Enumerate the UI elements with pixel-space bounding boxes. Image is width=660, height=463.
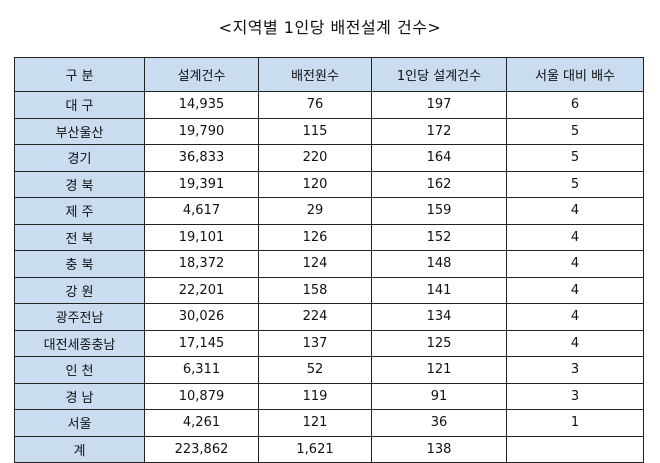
cell-region: 경기 [14,144,145,172]
cell-per-person: 91 [371,382,507,410]
cell-per-person: 197 [371,91,507,119]
cell-design-count: 6,311 [144,356,259,384]
table-title: <지역별 1인당 배전설계 건수> [218,18,442,37]
cell-staff-count: 1,621 [258,435,372,463]
cell-seoul-ratio: 4 [506,303,644,331]
header-region: 구 분 [14,57,145,92]
table-row: 강 원 22,201 158 141 4 [14,276,644,304]
cell-design-count: 4,617 [144,197,259,225]
cell-per-person: 121 [371,356,507,384]
header-staff-count: 배전원수 [258,57,372,92]
table-row: 계 223,862 1,621 138 [14,435,644,463]
table-row: 대전세종충남 17,145 137 125 4 [14,329,644,357]
cell-seoul-ratio: 1 [506,409,644,437]
cell-staff-count: 224 [258,303,372,331]
cell-seoul-ratio: 3 [506,382,644,410]
table-row: 광주전남 30,026 224 134 4 [14,303,644,331]
cell-design-count: 36,833 [144,144,259,172]
cell-staff-count: 124 [258,250,372,278]
cell-staff-count: 52 [258,356,372,384]
cell-per-person: 36 [371,409,507,437]
cell-staff-count: 120 [258,170,372,198]
cell-region: 부산울산 [14,117,145,145]
header-row: 구 분 설계건수 배전원수 1인당 설계건수 서울 대비 배수 [14,57,644,92]
table-row: 인 천 6,311 52 121 3 [14,356,644,384]
cell-seoul-ratio: 4 [506,250,644,278]
cell-staff-count: 29 [258,197,372,225]
table-row: 부산울산 19,790 115 172 5 [14,117,644,145]
cell-seoul-ratio: 4 [506,223,644,251]
table-row: 대 구 14,935 76 197 6 [14,91,644,119]
cell-seoul-ratio: 6 [506,91,644,119]
cell-staff-count: 76 [258,91,372,119]
cell-design-count: 4,261 [144,409,259,437]
cell-per-person: 152 [371,223,507,251]
cell-region: 강 원 [14,276,145,304]
cell-staff-count: 115 [258,117,372,145]
cell-region: 서울 [14,409,145,437]
table-row: 경 남 10,879 119 91 3 [14,382,644,410]
cell-per-person: 134 [371,303,507,331]
cell-seoul-ratio: 4 [506,276,644,304]
cell-design-count: 17,145 [144,329,259,357]
table-row: 전 북 19,101 126 152 4 [14,223,644,251]
table-row: 서울 4,261 121 36 1 [14,409,644,437]
design-count-table: 구 분 설계건수 배전원수 1인당 설계건수 서울 대비 배수 대 구 14,93… [14,57,644,463]
cell-region: 대전세종충남 [14,329,145,357]
cell-design-count: 19,391 [144,170,259,198]
cell-seoul-ratio [506,435,644,463]
cell-design-count: 19,101 [144,223,259,251]
cell-region: 대 구 [14,91,145,119]
cell-seoul-ratio: 4 [506,197,644,225]
cell-region: 충 북 [14,250,145,278]
table-row: 경기 36,833 220 164 5 [14,144,644,172]
cell-seoul-ratio: 3 [506,356,644,384]
cell-design-count: 14,935 [144,91,259,119]
cell-per-person: 159 [371,197,507,225]
cell-per-person: 125 [371,329,507,357]
cell-region: 계 [14,435,145,463]
cell-region: 경 남 [14,382,145,410]
table-header: 구 분 설계건수 배전원수 1인당 설계건수 서울 대비 배수 [14,57,644,92]
cell-seoul-ratio: 5 [506,144,644,172]
table-row: 제 주 4,617 29 159 4 [14,197,644,225]
cell-staff-count: 158 [258,276,372,304]
cell-staff-count: 137 [258,329,372,357]
cell-per-person: 164 [371,144,507,172]
table-row: 경 북 19,391 120 162 5 [14,170,644,198]
cell-staff-count: 121 [258,409,372,437]
cell-seoul-ratio: 4 [506,329,644,357]
cell-region: 전 북 [14,223,145,251]
header-design-count: 설계건수 [144,57,259,92]
table-body: 대 구 14,935 76 197 6 부산울산 19,790 115 172 5 경기 36,833… [14,91,644,463]
cell-per-person: 141 [371,276,507,304]
cell-region: 제 주 [14,197,145,225]
cell-staff-count: 119 [258,382,372,410]
cell-per-person: 172 [371,117,507,145]
cell-design-count: 18,372 [144,250,259,278]
cell-region: 광주전남 [14,303,145,331]
cell-seoul-ratio: 5 [506,170,644,198]
header-seoul-ratio: 서울 대비 배수 [506,57,644,92]
cell-region: 경 북 [14,170,145,198]
cell-per-person: 162 [371,170,507,198]
cell-staff-count: 126 [258,223,372,251]
header-per-person: 1인당 설계건수 [371,57,507,92]
cell-design-count: 10,879 [144,382,259,410]
cell-per-person: 148 [371,250,507,278]
cell-design-count: 30,026 [144,303,259,331]
cell-seoul-ratio: 5 [506,117,644,145]
cell-region: 인 천 [14,356,145,384]
cell-design-count: 19,790 [144,117,259,145]
cell-design-count: 223,862 [144,435,259,463]
cell-per-person: 138 [371,435,507,463]
cell-staff-count: 220 [258,144,372,172]
table-row: 충 북 18,372 124 148 4 [14,250,644,278]
cell-design-count: 22,201 [144,276,259,304]
